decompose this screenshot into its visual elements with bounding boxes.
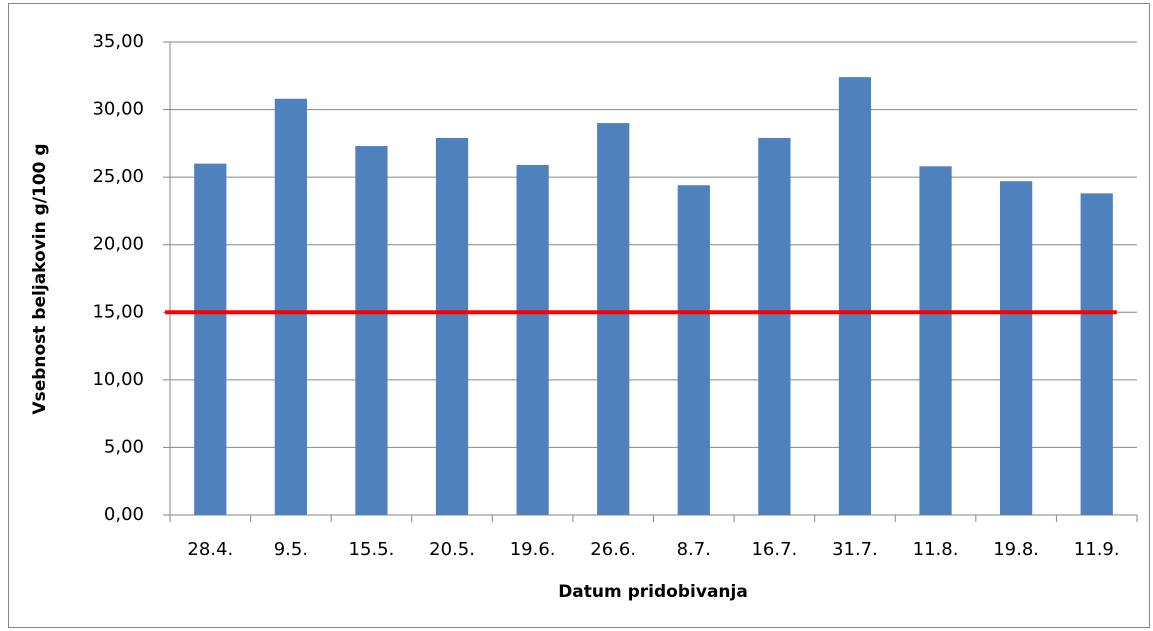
bar	[758, 137, 791, 516]
y-tick-label: 10,00	[92, 369, 144, 390]
y-tick-label: 30,00	[92, 99, 144, 120]
x-tick-label: 19.6.	[510, 539, 556, 560]
bar	[194, 163, 227, 515]
y-tick-label: 25,00	[92, 166, 144, 187]
x-tick-label: 31.7.	[832, 539, 878, 560]
y-tick-label: 0,00	[104, 504, 144, 525]
x-tick-label: 19.8.	[993, 539, 1039, 560]
bar	[274, 98, 307, 515]
y-tick-label: 20,00	[92, 234, 144, 255]
x-tick-label: 11.8.	[913, 539, 959, 560]
bar	[597, 123, 630, 515]
x-tick-label: 8.7.	[677, 539, 711, 560]
x-tick-label: 28.4.	[187, 539, 233, 560]
x-tick-label: 11.9.	[1074, 539, 1120, 560]
y-axis-title: Vsebnost beljakovin g/100 g	[30, 143, 50, 414]
x-tick-label: 26.6.	[590, 539, 636, 560]
x-tick-label: 16.7.	[751, 539, 797, 560]
bar	[838, 77, 872, 515]
x-tick-label: 15.5.	[349, 539, 395, 560]
x-axis-title: Datum pridobivanja	[558, 582, 748, 602]
bar	[677, 185, 710, 515]
bar	[516, 164, 549, 516]
y-tick-label: 35,00	[92, 31, 144, 52]
y-tick-label: 15,00	[92, 301, 144, 322]
chart-border	[8, 3, 1150, 628]
bar	[355, 146, 388, 515]
x-tick-label: 9.5.	[274, 539, 308, 560]
x-tick-label: 20.5.	[429, 539, 475, 560]
bar	[435, 137, 469, 516]
bar	[919, 166, 952, 515]
y-tick-label: 5,00	[104, 436, 144, 457]
bar	[1080, 193, 1113, 516]
bar	[1000, 181, 1033, 515]
